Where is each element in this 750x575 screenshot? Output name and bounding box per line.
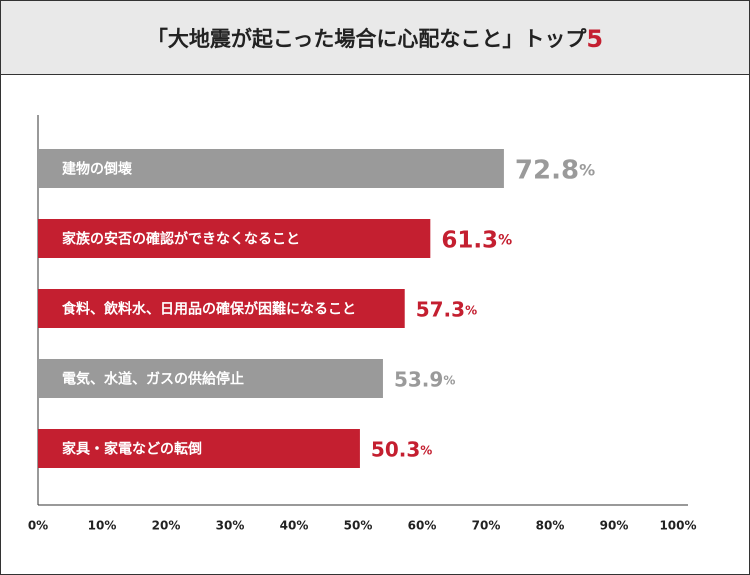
category-label: 家具・家電などの転倒 — [62, 441, 202, 458]
category-label: 電気、水道、ガスの供給停止 — [62, 371, 244, 388]
bar — [38, 429, 360, 468]
x-tick-label: 80% — [536, 519, 565, 533]
bar — [38, 219, 431, 258]
x-tick-label: 90% — [600, 519, 629, 533]
x-tick-label: 100% — [659, 519, 696, 533]
category-label: 家族の安否の確認ができなくなること — [62, 231, 300, 248]
value-label: 53.9% — [394, 367, 455, 391]
x-tick-label: 40% — [280, 519, 309, 533]
x-tick-label: 10% — [88, 519, 117, 533]
x-tick-label: 30% — [216, 519, 245, 533]
category-label: 食料、飲料水、日用品の確保が困難になること — [62, 301, 356, 318]
x-tick-label: 70% — [472, 519, 501, 533]
x-tick-label: 20% — [152, 519, 181, 533]
value-label: 61.3% — [441, 227, 512, 253]
bar — [38, 359, 383, 398]
bar — [38, 149, 504, 188]
value-label: 57.3% — [416, 297, 477, 321]
header — [0, 0, 750, 75]
x-tick-label: 60% — [408, 519, 437, 533]
value-label: 72.8% — [515, 155, 595, 185]
chart-title: 「大地震が起こった場合に心配なこと」トップ5 — [147, 25, 603, 53]
value-label: 50.3% — [371, 437, 432, 461]
bar — [38, 289, 405, 328]
x-tick-label: 50% — [344, 519, 373, 533]
category-label: 建物の倒壊 — [62, 161, 133, 178]
x-tick-label: 0% — [28, 519, 48, 533]
